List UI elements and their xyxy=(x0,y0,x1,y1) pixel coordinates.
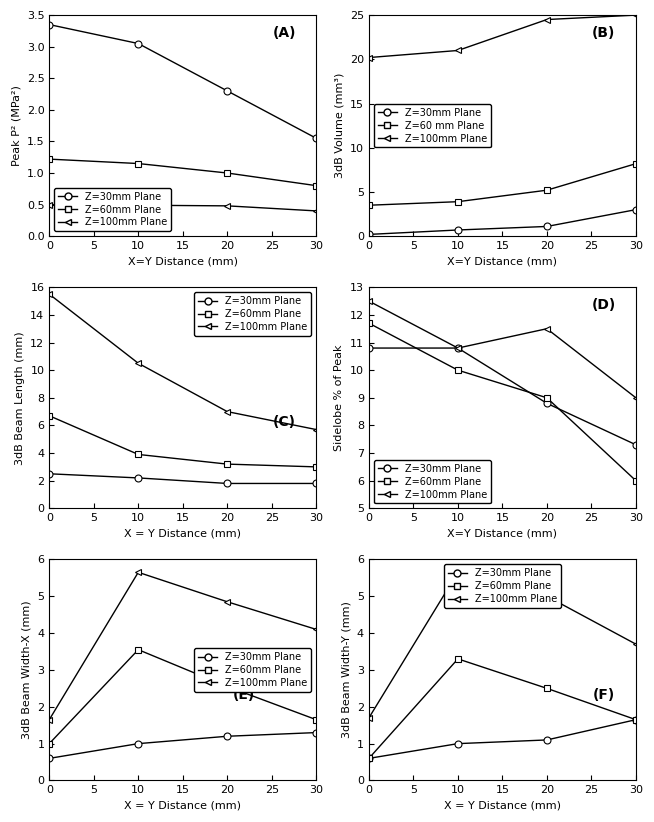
Legend: Z=30mm Plane, Z=60mm Plane, Z=100mm Plane: Z=30mm Plane, Z=60mm Plane, Z=100mm Plan… xyxy=(444,564,561,608)
Text: (F): (F) xyxy=(593,688,615,702)
Legend: Z=30mm Plane, Z=60 mm Plane, Z=100mm Plane: Z=30mm Plane, Z=60 mm Plane, Z=100mm Pla… xyxy=(374,104,491,147)
X-axis label: X = Y Distance (mm): X = Y Distance (mm) xyxy=(124,529,241,538)
X-axis label: X = Y Distance (mm): X = Y Distance (mm) xyxy=(444,801,561,810)
Legend: Z=30mm Plane, Z=60mm Plane, Z=100mm Plane: Z=30mm Plane, Z=60mm Plane, Z=100mm Plan… xyxy=(374,459,491,503)
Text: (D): (D) xyxy=(592,298,616,312)
Text: (C): (C) xyxy=(273,415,296,429)
Legend: Z=30mm Plane, Z=60mm Plane, Z=100mm Plane: Z=30mm Plane, Z=60mm Plane, Z=100mm Plan… xyxy=(194,292,311,335)
Y-axis label: Peak P² (MPa²): Peak P² (MPa²) xyxy=(11,85,21,166)
X-axis label: X = Y Distance (mm): X = Y Distance (mm) xyxy=(124,801,241,810)
Y-axis label: Sidelobe % of Peak: Sidelobe % of Peak xyxy=(334,344,345,451)
Text: (B): (B) xyxy=(592,26,615,40)
Y-axis label: 3dB Beam Width-Y (mm): 3dB Beam Width-Y (mm) xyxy=(341,602,351,738)
Y-axis label: 3dB Beam Width-X (mm): 3dB Beam Width-X (mm) xyxy=(22,601,32,739)
X-axis label: X=Y Distance (mm): X=Y Distance (mm) xyxy=(128,256,238,266)
Y-axis label: 3dB Beam Length (mm): 3dB Beam Length (mm) xyxy=(15,331,25,464)
Y-axis label: 3dB Volume (mm³): 3dB Volume (mm³) xyxy=(334,73,345,178)
Legend: Z=30mm Plane, Z=60mm Plane, Z=100mm Plane: Z=30mm Plane, Z=60mm Plane, Z=100mm Plan… xyxy=(54,187,171,231)
Text: (A): (A) xyxy=(273,26,296,40)
Text: (E): (E) xyxy=(233,688,255,702)
X-axis label: X=Y Distance (mm): X=Y Distance (mm) xyxy=(447,529,557,538)
X-axis label: X=Y Distance (mm): X=Y Distance (mm) xyxy=(447,256,557,266)
Legend: Z=30mm Plane, Z=60mm Plane, Z=100mm Plane: Z=30mm Plane, Z=60mm Plane, Z=100mm Plan… xyxy=(194,648,311,692)
